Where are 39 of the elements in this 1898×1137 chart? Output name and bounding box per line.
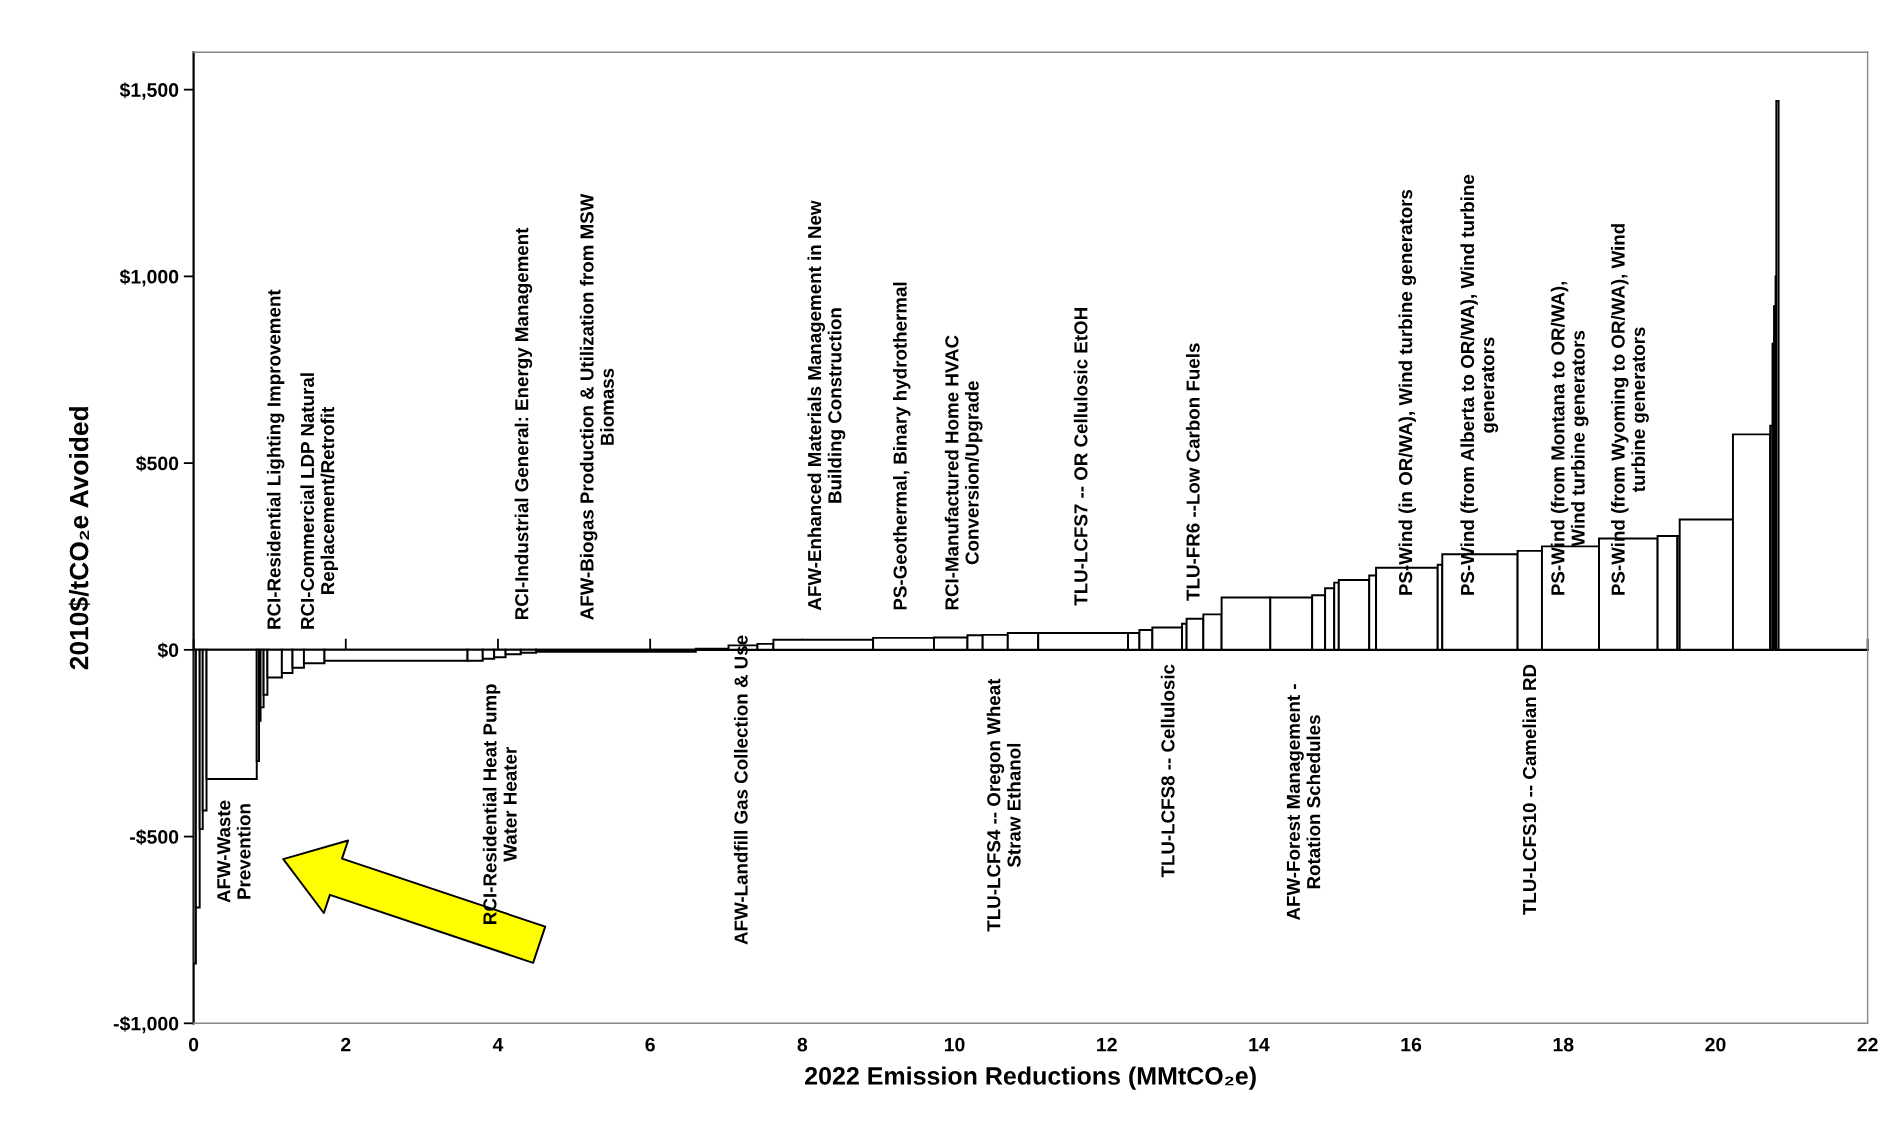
annotation: AFW-Waste Prevention	[217, 800, 251, 903]
annotation: PS-Geothermal, Binary hydrothermal	[892, 282, 911, 610]
annotation: AFW-Biogas Production & Utilization from MSW Biomass	[579, 193, 614, 620]
y-tick-label: -$500	[130, 829, 179, 846]
annotation: TLU-FR6 --Low Carbon Fuels	[1185, 343, 1200, 601]
x-tick-label: 8	[797, 1037, 808, 1052]
annotation: TLU-LCFS4 -- Oregon Wheat Straw Ethanol	[986, 678, 1021, 932]
y-axis-title: 2010$/tCO₂e Avoided	[68, 407, 91, 670]
annotation: PS-Wind (from Alberta to OR/WA), Wind turbine generators	[1460, 174, 1499, 595]
y-tick-label: $500	[136, 455, 179, 472]
annotation: PS-Wind (in OR/WA), Wind turbine generators	[1398, 189, 1417, 595]
annotation: TLU-LCFS10 -- Camelian RD	[1522, 664, 1537, 915]
x-tick-label: 16	[1401, 1037, 1422, 1052]
annotation: RCI-Residential Heat Pump Water Heater	[482, 684, 517, 924]
x-tick-label: 0	[188, 1037, 199, 1052]
y-tick-label: $1,500	[119, 82, 179, 100]
y-tick-label: $0	[157, 642, 179, 659]
annotation: RCI-Commercial LDP Natural Replacement/Retrofit	[300, 373, 338, 629]
annotation: TLU-LCFS7 -- OR Cellulosic EtOH	[1073, 308, 1088, 606]
x-tick-label: 4	[492, 1037, 504, 1052]
annotation: RCI-Industrial General: Energy Management	[514, 227, 533, 620]
annotation: TLU-LCFS8 -- Cellulosic	[1160, 664, 1175, 878]
y-tick-label: $1,000	[119, 268, 179, 287]
annotation: RCI-Manufactured Home HVAC Conversion/Upgrade	[944, 335, 983, 610]
y-tick-label: -$1,000	[113, 1015, 179, 1034]
annotation: AFW-Enhanced Materials Management in New Building Construction	[807, 200, 846, 611]
x-tick-label: 14	[1249, 1037, 1270, 1052]
x-tick-label: 20	[1705, 1037, 1726, 1052]
x-tick-label: 22	[1857, 1037, 1878, 1052]
annotation: AFW-Forest Management - Rotation Schedules	[1286, 684, 1321, 921]
x-tick-label: 2	[341, 1037, 351, 1052]
annotation: PS-Wind (from Wyoming to OR/WA), Wind turbine generators	[1611, 224, 1649, 595]
x-tick-label: 6	[645, 1037, 655, 1052]
annotation: PS-Wind (from Montana to OR/WA), Wind turbine generators	[1550, 281, 1589, 595]
x-axis-title: 2022 Emission Reductions (MMtCO₂e)	[805, 1066, 1256, 1090]
x-tick-label: 10	[944, 1037, 965, 1052]
x-tick-label: 18	[1553, 1037, 1574, 1052]
annotation: RCI-Residential Lighting Improvement	[266, 289, 285, 629]
x-tick-label: 12	[1097, 1037, 1117, 1052]
